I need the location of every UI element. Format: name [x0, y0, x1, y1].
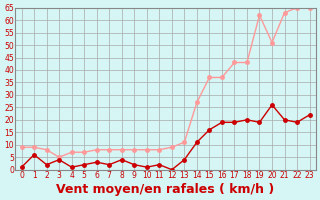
- X-axis label: Vent moyen/en rafales ( km/h ): Vent moyen/en rafales ( km/h ): [56, 183, 275, 196]
